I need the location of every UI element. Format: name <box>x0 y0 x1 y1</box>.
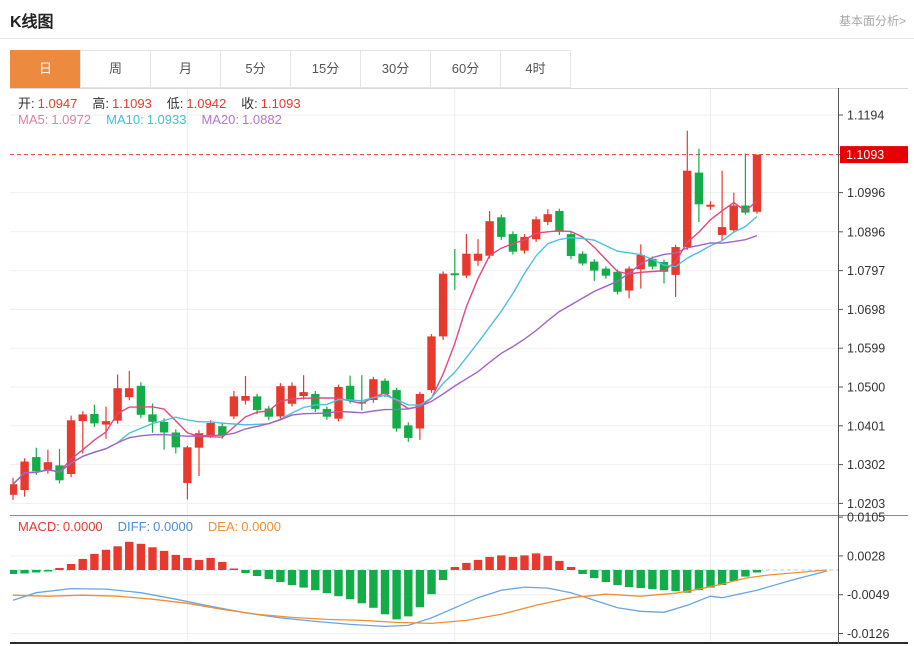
tab-day[interactable]: 日 <box>10 50 81 88</box>
price-tick-label: 1.0797 <box>847 264 885 278</box>
ma10-line <box>12 215 758 485</box>
high-readout: 高: 1.1093 <box>92 96 152 111</box>
close-readout: 收: 1.1093 <box>241 96 301 111</box>
price-tick-label: 1.1194 <box>847 109 884 123</box>
ma20-readout: MA20: 1.0882 <box>201 112 282 127</box>
interval-tabbar: 日周月 5分 15分 30分 60分 4时 <box>10 50 571 88</box>
ma-info-row: MA5: 1.0972 MA10: 1.0933 MA20: 1.0882 <box>18 112 297 127</box>
tab-30min[interactable]: 30分 <box>360 50 431 88</box>
macd-tick-label: 0.0028 <box>847 549 885 563</box>
macd-tick-label: 0.0105 <box>847 511 885 525</box>
price-tick-label: 1.0698 <box>847 303 885 317</box>
price-tick-label: 1.0500 <box>847 381 885 395</box>
chart-bottom-border <box>10 642 908 644</box>
price-tick-label: 1.0996 <box>847 186 885 200</box>
tab-5min[interactable]: 5分 <box>220 50 291 88</box>
vertical-gridlines <box>186 89 711 641</box>
tab-4hour[interactable]: 4时 <box>500 50 571 88</box>
macd-axis-labels: 0.0105 0.0028 -0.0049 -0.0126 <box>838 511 889 641</box>
diff-line <box>12 570 827 628</box>
ma5-readout: MA5: 1.0972 <box>18 112 92 127</box>
tab-week[interactable]: 周 <box>80 50 151 88</box>
price-tick-label: 1.0302 <box>847 458 885 472</box>
price-axis-labels: 1.1194 1.0996 1.0896 1.0797 1.0698 1.0599 1.05… <box>838 109 885 511</box>
low-readout: 低: 1.0942 <box>166 96 227 111</box>
price-tick-label: 1.0896 <box>847 225 885 239</box>
macd-histogram <box>10 541 762 620</box>
fundamental-analysis-link[interactable]: 基本面分析> <box>838 14 906 28</box>
ma20-line <box>12 234 758 485</box>
price-gridlines <box>10 114 838 504</box>
price-tick-label: 1.0203 <box>847 497 885 511</box>
candles-layer <box>10 130 762 500</box>
ma10-readout: MA10: 1.0933 <box>106 112 187 127</box>
dea-readout: DEA: 0.0000 <box>207 519 282 534</box>
tab-60min[interactable]: 60分 <box>430 50 501 88</box>
open-readout: 开: 1.0947 <box>18 96 78 111</box>
current-price-tag: 1.1093 <box>840 146 908 164</box>
price-tick-label: 1.0599 <box>847 342 885 356</box>
ma5-line <box>12 200 758 485</box>
candlestick-chart[interactable]: 1.1194 1.0996 1.0896 1.0797 1.0698 1.0599 1.05… <box>10 88 908 646</box>
page-header: K线图 基本面分析> <box>0 0 914 39</box>
price-tick-label: 1.0401 <box>847 419 885 433</box>
dea-line <box>12 569 827 625</box>
diff-readout: DIFF: 0.0000 <box>117 519 193 534</box>
ohlc-info-row: 开: 1.0947 高: 1.1093 低: 1.0942 收: 1.1093 <box>18 93 316 112</box>
macd-tick-label: -0.0126 <box>847 627 889 641</box>
macd-info-row: MACD: 0.0000 DIFF: 0.0000 DEA: 0.0000 <box>18 519 296 534</box>
svg-text:1.1093: 1.1093 <box>846 148 884 162</box>
tab-15min[interactable]: 15分 <box>290 50 361 88</box>
tab-month[interactable]: 月 <box>150 50 221 88</box>
macd-readout: MACD: 0.0000 <box>18 519 103 534</box>
page-title: K线图 <box>10 14 54 31</box>
macd-tick-label: -0.0049 <box>847 588 889 602</box>
